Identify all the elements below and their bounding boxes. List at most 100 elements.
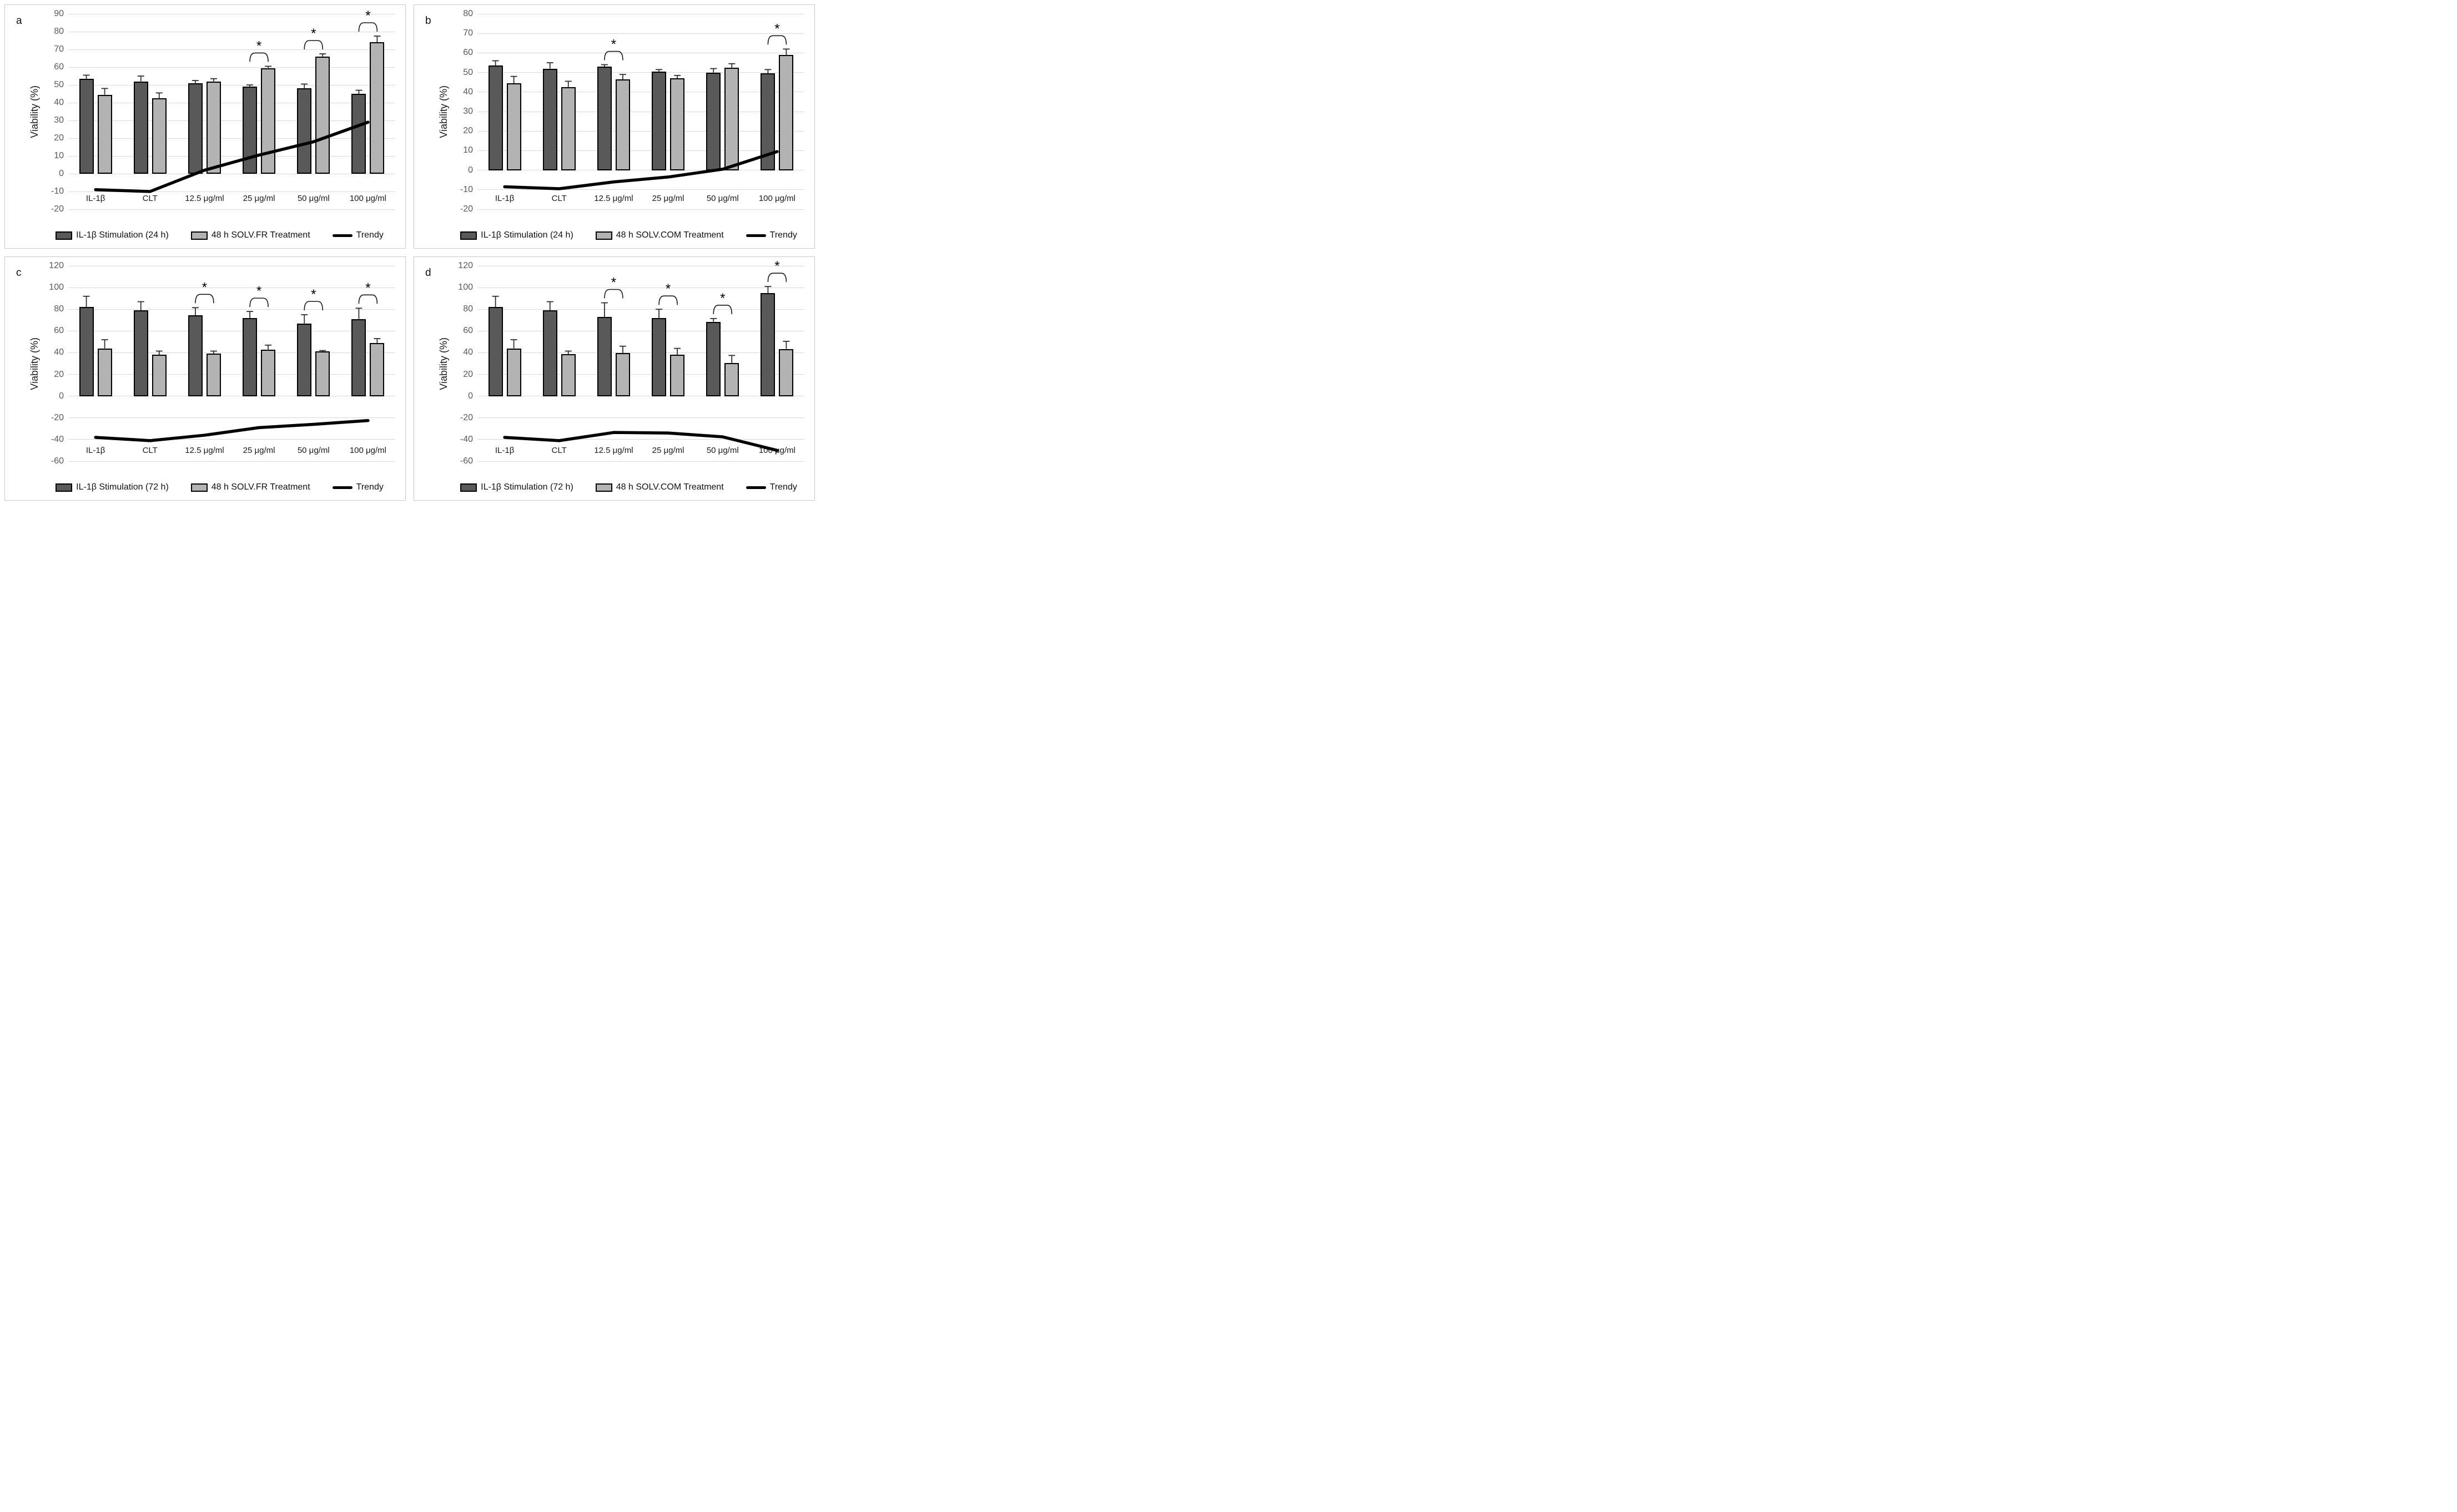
bar-light <box>97 94 112 174</box>
y-tick-label: -20 <box>51 204 64 214</box>
category-label: CLT <box>551 194 567 203</box>
legend-trend-line-swatch <box>332 486 353 489</box>
gridline <box>477 374 804 375</box>
bar-light <box>97 348 112 396</box>
y-tick-label: -20 <box>460 204 473 214</box>
y-tick-label: 10 <box>463 145 473 155</box>
significance-asterisk: * <box>774 21 779 36</box>
legend-swatch <box>595 483 612 492</box>
legend: IL-1β Stimulation (24 h) 48 h SOLV.FR Tre… <box>44 230 395 240</box>
bar-light <box>261 68 276 174</box>
chart-overlay: * * * <box>83 8 381 193</box>
significance-bracket <box>249 52 269 62</box>
gridline <box>477 189 804 190</box>
y-axis-ticks: 120 100 80 60 40 20 0 -20 -40 -60 <box>451 261 477 466</box>
y-tick-label: 80 <box>54 27 64 36</box>
bar-light <box>670 355 685 396</box>
panel-b: b Viability (%) 80 70 60 50 40 30 20 10 0 -10 -20 … <box>414 4 815 249</box>
chart-area: Viability (%) 120 100 80 60 40 20 0 -20 -40 -60 I… <box>436 259 804 466</box>
y-tick-label: 40 <box>463 347 473 357</box>
panel-a: a Viability (%) 90 80 70 60 50 40 30 20 10 0 -10 -2… <box>4 4 406 249</box>
bar-dark <box>297 88 312 174</box>
y-axis-title: Viability (%) <box>437 337 449 390</box>
y-tick-label: 60 <box>463 326 473 336</box>
gridline <box>68 67 395 68</box>
y-tick-label: -60 <box>460 456 473 466</box>
bar-dark <box>761 293 776 396</box>
chart-area: Viability (%) 80 70 60 50 40 30 20 10 0 -10 -20 IL… <box>436 9 804 214</box>
legend-label: 48 h SOLV.COM Treatment <box>616 230 724 240</box>
significance-bracket <box>304 301 324 311</box>
bar-light <box>152 98 167 174</box>
significance-asterisk: * <box>311 287 316 302</box>
bar-dark <box>488 65 503 170</box>
legend-label: IL-1β Stimulation (24 h) <box>76 230 169 240</box>
gridline <box>68 439 395 440</box>
bar-light <box>615 353 630 396</box>
y-tick-label: 20 <box>463 126 473 136</box>
significance-asterisk: * <box>611 275 616 290</box>
legend-label: Trendy <box>356 230 384 240</box>
y-tick-label: 40 <box>463 87 473 97</box>
significance-bracket <box>604 289 623 299</box>
y-axis-ticks: 80 70 60 50 40 30 20 10 0 -10 -20 <box>451 9 477 214</box>
trend-line <box>94 419 370 442</box>
legend-item: 48 h SOLV.COM Treatment <box>595 482 724 492</box>
y-axis-title: Viability (%) <box>28 337 40 390</box>
legend-swatch <box>56 483 73 492</box>
legend: IL-1β Stimulation (24 h) 48 h SOLV.COM Tr… <box>453 230 804 240</box>
bar-light <box>370 42 385 174</box>
y-tick-label: 100 <box>49 283 64 293</box>
y-tick-label: -20 <box>460 412 473 422</box>
panel-letter: c <box>16 267 22 279</box>
significance-bracket <box>249 298 269 308</box>
legend-trend-line-swatch <box>746 486 766 489</box>
bar-light <box>152 355 167 396</box>
category-label: IL-1β <box>495 446 515 455</box>
y-tick-label: 60 <box>463 48 473 58</box>
significance-bracket <box>195 294 214 304</box>
trend-line <box>503 150 779 190</box>
y-tick-label: 0 <box>59 169 64 178</box>
significance-bracket <box>304 40 324 50</box>
category-label: IL-1β <box>85 446 105 455</box>
gridline <box>477 439 804 440</box>
legend-item: 48 h SOLV.COM Treatment <box>595 230 724 240</box>
gridline <box>477 352 804 353</box>
bar-light <box>206 354 221 396</box>
bar-light <box>724 363 739 396</box>
category-label: CLT <box>142 194 158 203</box>
bar-dark <box>133 81 148 174</box>
bar-dark <box>133 310 148 396</box>
category-label: 12.5 μg/ml <box>594 194 633 203</box>
y-tick-label: 30 <box>54 115 64 125</box>
bar-dark <box>652 71 667 170</box>
legend-label: IL-1β Stimulation (72 h) <box>76 482 169 492</box>
significance-asterisk: * <box>256 38 261 53</box>
panel-letter: a <box>16 15 22 27</box>
legend-item: IL-1β Stimulation (24 h) <box>56 230 169 240</box>
plot-area: IL-1β CLT 12.5 μg/ml 25 μg/ml 50 μg/ml 100 μg… <box>477 13 804 210</box>
legend-label: 48 h SOLV.COM Treatment <box>616 482 724 492</box>
y-axis-ticks: 120 100 80 60 40 20 0 -20 -40 -60 <box>42 261 68 466</box>
legend-item: 48 h SOLV.FR Treatment <box>190 482 310 492</box>
bar-dark <box>542 310 557 396</box>
category-label: 12.5 μg/ml <box>594 446 633 455</box>
significance-asterisk: * <box>666 281 671 296</box>
y-tick-label: -20 <box>51 412 64 422</box>
significance-asterisk: * <box>365 280 370 295</box>
y-tick-label: 80 <box>463 304 473 314</box>
y-tick-label: 120 <box>49 261 64 270</box>
legend-swatch <box>190 231 208 240</box>
chart-area: Viability (%) 120 100 80 60 40 20 0 -20 -40 -60 I… <box>27 261 395 466</box>
y-tick-label: 30 <box>463 107 473 116</box>
gridline <box>68 374 395 375</box>
y-tick-label: 20 <box>54 133 64 143</box>
significance-bracket <box>713 305 733 314</box>
bar-dark <box>79 78 94 174</box>
y-tick-label: -40 <box>460 434 473 444</box>
bar-dark <box>297 323 312 396</box>
gridline <box>477 130 804 132</box>
significance-bracket <box>767 273 787 283</box>
gridline <box>68 309 395 310</box>
